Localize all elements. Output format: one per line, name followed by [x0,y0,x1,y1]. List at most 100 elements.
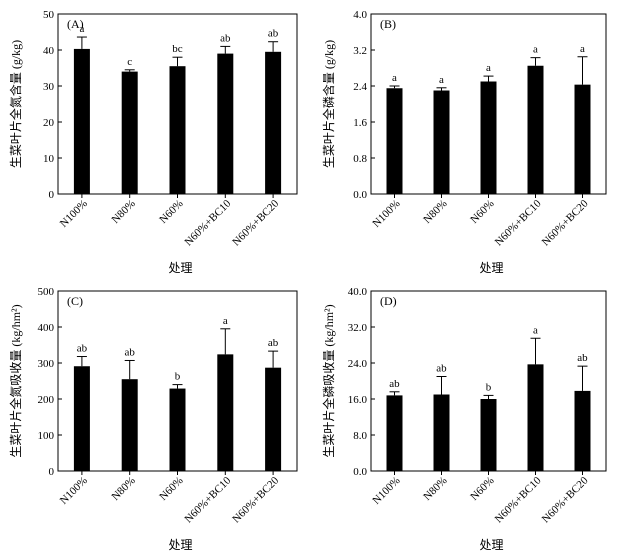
bar [480,81,497,194]
x-tick-label: N100% [58,198,90,230]
y-tick-label: 40.0 [348,286,368,298]
x-tick-label: N60%+BC10 [183,474,234,525]
x-tick-label: N80% [421,198,449,226]
significance-label: ab [577,352,588,364]
y-tick-label: 100 [38,430,55,442]
y-axis-label: 生菜叶片全磷吸收量 (kg/hm²) [321,304,336,457]
y-tick-label: 0.0 [353,466,367,478]
bar [265,367,282,471]
x-tick-label: N60% [468,475,496,503]
bar [73,366,90,471]
y-tick-label: 1.6 [353,117,367,129]
y-tick-label: 200 [38,394,55,406]
y-tick-label: 32.0 [348,322,368,334]
x-tick-label: N60%+BC20 [230,474,281,525]
y-tick-label: 400 [38,322,55,334]
bar [121,379,138,471]
significance-label: a [223,315,228,327]
y-tick-label: 2.4 [353,81,367,93]
x-tick-label: N60% [468,198,496,226]
bar [527,364,544,471]
x-tick-label: N60%+BC20 [540,474,591,525]
bar [217,53,234,194]
bar [169,66,186,194]
x-tick-label: N60%+BC20 [540,197,591,248]
bar [121,71,138,194]
x-tick-label: N100% [58,475,90,507]
significance-label: a [533,324,538,336]
panel-label: (B) [380,17,396,31]
bar [527,65,544,194]
y-tick-label: 4.0 [353,9,367,21]
y-tick-label: 0.8 [353,153,367,165]
bar [386,395,403,471]
x-axis-label: 处理 [168,261,192,275]
significance-label: a [79,23,84,35]
significance-label: a [533,44,538,56]
x-tick-label: N80% [109,198,137,226]
significance-label: ab [220,32,231,44]
y-tick-label: 300 [38,358,55,370]
y-tick-label: 0 [49,466,55,478]
x-tick-label: N60%+BC10 [183,197,234,248]
bar [480,399,497,471]
chart-panel-2: 0.0 0.8 1.6 2.4 3.2 4.0 (B) a N100% a N80% a N60% a N6… [321,9,607,275]
significance-label: bc [172,43,183,55]
significance-label: ab [389,378,400,390]
panel-label: (A) [67,17,84,31]
panel-label: (C) [67,294,83,308]
bar [217,354,234,471]
y-tick-label: 8.0 [353,430,367,442]
x-tick-label: N80% [109,475,137,503]
bar [433,90,450,194]
x-tick-label: N80% [421,475,449,503]
significance-label: a [439,74,444,86]
y-tick-label: 30 [43,81,55,93]
significance-label: b [486,381,492,393]
significance-label: ab [268,28,279,40]
bar [433,394,450,471]
y-tick-label: 3.2 [353,45,367,57]
significance-label: a [580,43,585,55]
significance-label: ab [436,363,447,375]
bar [574,390,591,471]
significance-label: c [127,56,132,68]
x-tick-label: N100% [370,475,402,507]
bar [574,84,591,194]
y-tick-label: 40 [43,45,55,57]
y-axis-label: 生菜叶片全磷含量 (g/kg) [321,40,336,168]
y-tick-label: 16.0 [348,394,368,406]
significance-label: a [486,62,491,74]
significance-label: b [175,371,181,383]
y-tick-label: 20 [43,117,55,129]
y-tick-label: 10 [43,153,55,165]
chart-panel-3: 0 100 200 300 400 500 (C) ab N100% ab N80% b N60% a N6… [8,286,298,552]
x-tick-label: N60% [157,475,185,503]
chart-panel-1: 0 10 20 30 40 50 (A)a N100% c N80% bc N60% ab N60%+BC… [8,9,298,275]
y-tick-label: 50 [43,9,55,21]
x-tick-label: N60%+BC20 [230,197,281,248]
y-tick-label: 0 [49,189,55,201]
y-tick-label: 500 [38,286,55,298]
bar [265,51,282,194]
panel-label: (D) [380,294,397,308]
x-tick-label: N60%+BC10 [493,474,544,525]
y-axis-label: 生菜叶片全氮含量 (g/kg) [8,40,23,168]
x-tick-label: N60%+BC10 [493,197,544,248]
bar [169,388,186,471]
x-tick-label: N60% [157,198,185,226]
x-axis-label: 处理 [479,261,503,275]
bar [73,48,90,194]
significance-label: ab [268,337,279,349]
x-axis-label: 处理 [168,538,192,552]
significance-label: ab [77,343,88,355]
x-axis-label: 处理 [479,538,503,552]
significance-label: ab [125,346,136,358]
chart-panel-4: 0.0 8.0 16.0 24.0 32.0 40.0 (D) ab N100% ab N80% b N… [321,286,607,552]
y-tick-label: 0.0 [353,189,367,201]
x-tick-label: N100% [370,198,402,230]
significance-label: a [392,72,397,84]
y-axis-label: 生菜叶片全氮吸收量 (kg/hm²) [8,304,23,457]
bar [386,88,403,194]
